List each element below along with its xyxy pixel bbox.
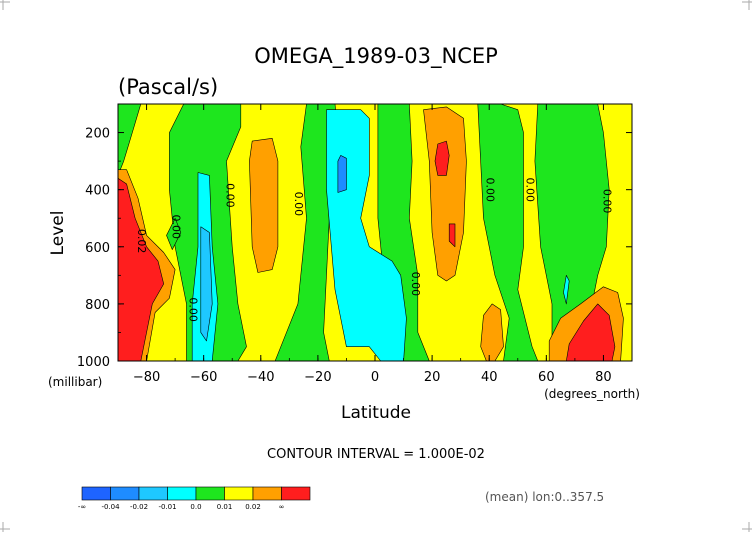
colorbar-label-4: 0.0 (190, 503, 201, 511)
contour-region-9 (337, 155, 347, 193)
y-tick-label-0: 200 (85, 127, 110, 142)
contour-regions (117, 103, 624, 362)
x-tick-label-5: 20 (424, 370, 441, 385)
contour-label-7: 0.02 (135, 229, 148, 254)
contour-label-4: 0.00 (523, 177, 536, 202)
x-axis-units: (degrees_north) (544, 387, 640, 401)
colorbar-swatch-1 (110, 486, 140, 501)
colorbar-label-2: -0.02 (130, 503, 148, 511)
x-tick-label-8: 80 (595, 370, 612, 385)
x-tick-label-6: 40 (481, 370, 498, 385)
colorbar-label-3: -0.01 (158, 503, 176, 511)
colorbar-label-5: 0.01 (217, 503, 233, 511)
x-axis-ticks: −80 −60 −40 −20 0 20 40 60 80 (117, 104, 633, 385)
colorbar-swatch-6 (252, 486, 282, 501)
contour-region-18 (434, 140, 450, 176)
x-tick-label-7: 60 (538, 370, 555, 385)
colorbar-label-0: -∞ (78, 503, 86, 511)
contour-line-labels: 0.00 0.00 0.00 0.00 0.00 0.00 0.00 0.02 0.00 (135, 177, 613, 321)
y-tick-label-4: 1000 (77, 355, 110, 370)
y-tick-label-2: 600 (85, 241, 110, 256)
x-tick-label-2: −40 (247, 370, 274, 385)
colorbar-swatch-5 (224, 486, 254, 501)
colorbar: -∞ -0.04 -0.02 -0.01 0.0 0.01 0.02 ∞ (78, 486, 311, 511)
x-tick-label-0: −80 (133, 370, 160, 385)
contour-label-0: 0.00 (224, 183, 237, 208)
chart-subtitle: (Pascal/s) (118, 75, 218, 99)
colorbar-swatch-7 (281, 486, 311, 501)
contour-region-4 (477, 103, 539, 362)
contour-label-2: 0.00 (409, 272, 422, 297)
contour-region-13 (423, 106, 467, 282)
y-axis-label: Level (48, 211, 68, 256)
contour-region-14 (480, 303, 504, 362)
x-axis-label: Latitude (341, 403, 411, 423)
y-tick-label-3: 800 (85, 298, 110, 313)
colorbar-label-6: 0.02 (245, 503, 261, 511)
contour-region-6 (166, 217, 182, 250)
chart-title: OMEGA_1989-03_NCEP (254, 44, 498, 69)
contour-region-11 (563, 274, 570, 305)
contour-region-12 (249, 138, 279, 273)
contour-label-5: 0.00 (600, 189, 613, 214)
footer-note: (mean) lon:0..357.5 (485, 490, 604, 504)
contour-label-3: 0.00 (483, 177, 496, 202)
contour-interval-label: CONTOUR INTERVAL = 1.000E-02 (267, 447, 485, 462)
colorbar-label-7: ∞ (279, 503, 285, 511)
x-tick-label-4: 0 (371, 370, 379, 385)
contour-region-10 (200, 226, 213, 342)
x-tick-label-1: −60 (190, 370, 217, 385)
colorbar-label-1: -0.04 (101, 503, 120, 511)
colorbar-swatch-0 (81, 486, 111, 501)
colorbar-swatch-3 (167, 486, 197, 501)
y-axis-ticks: 200 400 600 800 1000 (77, 103, 632, 370)
contour-label-8: 0.00 (186, 297, 199, 322)
y-tick-label-1: 400 (85, 184, 110, 199)
y-axis-units: (millibar) (48, 375, 102, 389)
contour-label-6: 0.00 (169, 215, 182, 240)
colorbar-swatch-4 (195, 486, 225, 501)
contour-region-19 (448, 223, 456, 248)
colorbar-swatch-2 (138, 486, 168, 501)
plot-area: 0.00 0.00 0.00 0.00 0.00 0.00 0.00 0.02 0.00 (117, 103, 633, 362)
contour-label-1: 0.00 (292, 192, 305, 217)
x-tick-label-3: −20 (304, 370, 331, 385)
